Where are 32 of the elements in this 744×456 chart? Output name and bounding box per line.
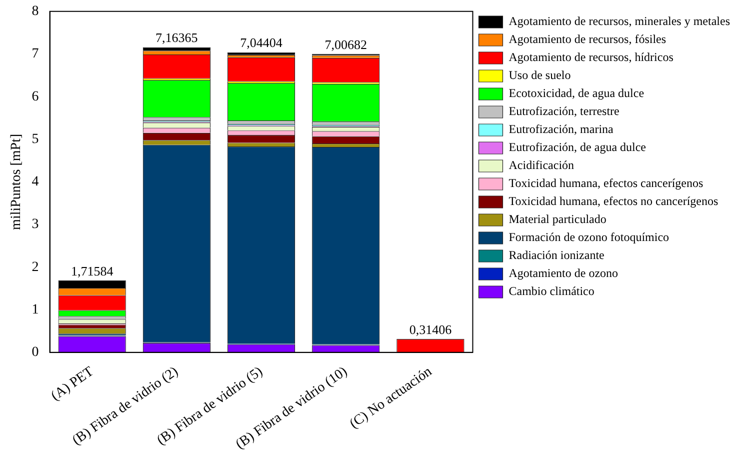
total-label: 0,31406: [409, 322, 452, 337]
y-tick-label: 5: [32, 132, 39, 147]
y-tick-label: 1: [32, 302, 39, 318]
legend-label: Radiación ionizante: [508, 248, 604, 262]
legend-label: Ecotoxicidad, de agua dulce: [508, 86, 644, 100]
legend-label: Cambio climático: [508, 284, 594, 298]
legend-label: Agotamiento de recursos, minerales y metales: [508, 14, 730, 28]
legend-label: Eutrofización, marina: [508, 122, 614, 136]
x-tick-label: (A) PET: [48, 364, 97, 404]
legend-label: Toxicidad humana, efectos cancerígenos: [508, 176, 704, 190]
legend-label: Material particulado: [508, 212, 606, 226]
legend-label: Eutrofización, terrestre: [508, 104, 620, 118]
y-tick-label: 2: [32, 260, 39, 275]
y-axis-title: miliPuntos [mPt]: [9, 134, 24, 230]
legend-label: Eutrofización, de agua dulce: [508, 140, 646, 154]
total-label: 7,00682: [324, 36, 367, 52]
total-label: 1,71584: [70, 263, 114, 278]
y-tick-label: 6: [32, 89, 39, 104]
y-tick-label: 4: [32, 174, 39, 190]
y-tick-label: 3: [32, 217, 39, 232]
y-tick-label: 7: [32, 46, 39, 62]
legend-label: Toxicidad humana, efectos no cancerígenos: [508, 194, 718, 208]
legend-label: Agotamiento de recursos, fósiles: [508, 32, 666, 46]
legend-label: Uso de suelo: [508, 68, 571, 82]
total-label: 7,16365: [156, 30, 198, 46]
legend-label: Agotamiento de recursos, hídricos: [508, 50, 674, 64]
y-tick-label: 8: [32, 4, 39, 20]
total-label: 7,04404: [240, 35, 283, 50]
legend-label: Acidificación: [508, 158, 574, 172]
legend-label: Formación de ozono fotoquímico: [508, 230, 670, 244]
legend-label: Agotamiento de ozono: [508, 266, 618, 280]
y-tick-label: 0: [32, 345, 39, 360]
